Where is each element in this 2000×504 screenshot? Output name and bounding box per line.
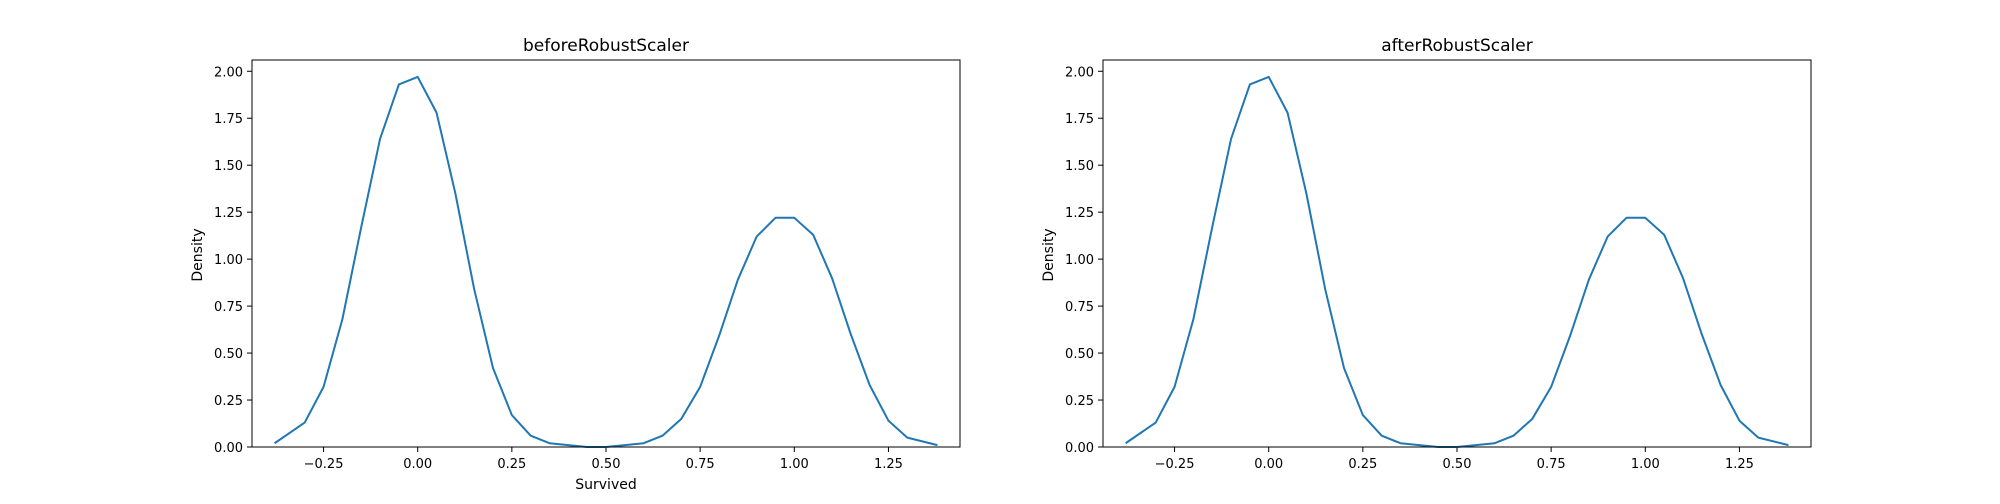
axes-frame bbox=[251, 59, 961, 448]
y-tick-label: 1.50 bbox=[1065, 159, 1094, 174]
x-tick-label: 1.00 bbox=[780, 457, 809, 472]
x-tick-label: 0.50 bbox=[1443, 457, 1472, 472]
y-tick-label: 1.00 bbox=[1065, 253, 1094, 268]
y-tick-label: 0.50 bbox=[214, 347, 243, 362]
x-tick-label: 0.25 bbox=[1348, 457, 1377, 472]
y-tick-label: 1.75 bbox=[214, 112, 243, 127]
x-tick-label: 0.25 bbox=[497, 457, 526, 472]
y-tick-label: 0.25 bbox=[1065, 394, 1094, 409]
x-tick-label: 1.25 bbox=[874, 457, 903, 472]
x-tick-label: 1.25 bbox=[1725, 457, 1754, 472]
y-tick-label: 2.00 bbox=[214, 65, 243, 80]
y-tick-label: 2.00 bbox=[1065, 65, 1094, 80]
y-tick-label: 0.25 bbox=[214, 394, 243, 409]
x-axis-label: Survived bbox=[575, 477, 636, 493]
y-tick-label: 1.75 bbox=[1065, 112, 1094, 127]
chart-title: beforeRobustScaler bbox=[523, 36, 689, 56]
y-tick-label: 0.75 bbox=[214, 300, 243, 315]
y-tick-label: 0.75 bbox=[1065, 300, 1094, 315]
y-tick-label: 1.25 bbox=[214, 206, 243, 221]
x-tick-label: −0.25 bbox=[1155, 457, 1195, 472]
y-axis-label: Density bbox=[1041, 228, 1057, 281]
axes-frame bbox=[1102, 59, 1812, 448]
x-tick-label: 0.75 bbox=[1537, 457, 1566, 472]
y-axis-label: Density bbox=[190, 228, 206, 281]
x-tick-label: 0.50 bbox=[592, 457, 621, 472]
x-tick-label: −0.25 bbox=[304, 457, 344, 472]
chart-panel-before: beforeRobustScaler −0.25 0.00 0.25 0.50 0.75… bbox=[190, 36, 961, 493]
ticks-group: −0.25 0.00 0.25 0.50 0.75 1.00 1.25 0.00 0.25 0.5… bbox=[214, 65, 903, 472]
ticks-group: −0.25 0.00 0.25 0.50 0.75 1.00 1.25 0.00 0.25 0.5… bbox=[1065, 65, 1754, 472]
chart-panel-after: afterRobustScaler −0.25 0.00 0.25 0.50 0.75 1… bbox=[1041, 36, 1812, 472]
y-tick-label: 0.50 bbox=[1065, 347, 1094, 362]
x-tick-label: 0.00 bbox=[1254, 457, 1283, 472]
chart-title: afterRobustScaler bbox=[1381, 36, 1532, 56]
y-tick-label: 1.25 bbox=[1065, 206, 1094, 221]
x-tick-label: 1.00 bbox=[1631, 457, 1660, 472]
y-tick-label: 0.00 bbox=[214, 441, 243, 456]
x-tick-label: 0.00 bbox=[403, 457, 432, 472]
y-tick-label: 0.00 bbox=[1065, 441, 1094, 456]
y-tick-label: 1.00 bbox=[214, 253, 243, 268]
x-tick-label: 0.75 bbox=[686, 457, 715, 472]
y-tick-label: 1.50 bbox=[214, 159, 243, 174]
